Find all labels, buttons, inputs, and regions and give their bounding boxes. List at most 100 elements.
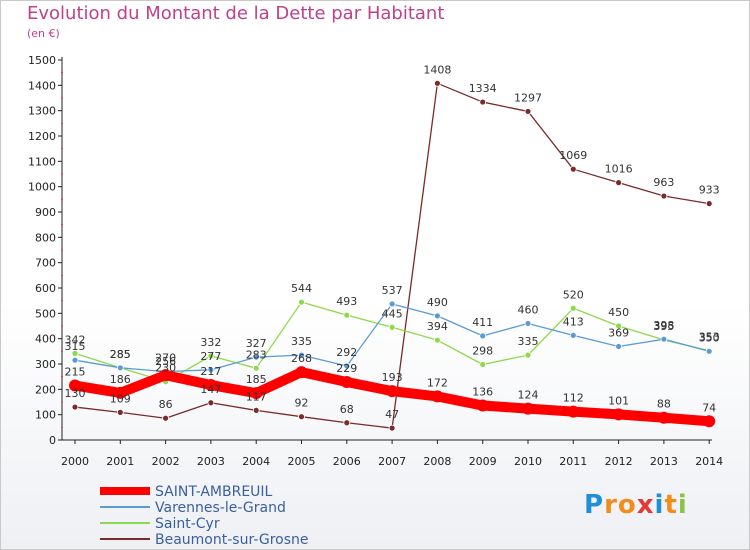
data-label: 193 (382, 371, 403, 384)
data-point (615, 322, 622, 330)
data-point (615, 179, 622, 187)
data-label: 1297 (514, 91, 542, 104)
y-minor-tick (61, 97, 63, 99)
proxiti-logo: Proxiti (584, 490, 688, 520)
data-label: 292 (336, 346, 357, 359)
data-point (433, 336, 441, 344)
data-label: 332 (200, 336, 221, 349)
y-tick-label: 1500 (28, 54, 56, 67)
data-label: 47 (385, 408, 399, 421)
data-label: 124 (518, 389, 539, 402)
data-point (71, 403, 79, 411)
data-label: 74 (702, 401, 716, 414)
data-label: 398 (653, 319, 674, 332)
y-tick-label: 1100 (28, 155, 56, 168)
data-label: 112 (563, 392, 584, 405)
data-label: 285 (110, 348, 131, 361)
data-point (433, 312, 441, 320)
y-minor-tick (61, 122, 63, 125)
y-tick-label: 100 (35, 409, 56, 422)
data-label: 342 (65, 333, 86, 346)
legend-label: Saint-Cyr (155, 516, 220, 532)
data-point (204, 379, 217, 392)
data-point (612, 408, 625, 421)
data-point (116, 408, 124, 416)
data-point (705, 347, 713, 355)
data-point (569, 304, 577, 312)
logo-letter: P (584, 490, 605, 520)
data-label: 369 (608, 327, 629, 340)
data-label: 963 (653, 176, 674, 189)
data-label: 520 (563, 288, 584, 301)
y-minor-tick (61, 401, 63, 403)
x-tick-label: 2001 (106, 455, 134, 468)
data-point (524, 351, 532, 359)
data-point (295, 366, 308, 379)
data-label: 411 (472, 316, 493, 329)
data-point (569, 331, 577, 339)
data-point (386, 385, 399, 398)
data-label: 537 (382, 284, 403, 297)
data-label: 270 (155, 352, 176, 365)
y-minor-tick (61, 71, 63, 74)
data-label: 68 (340, 403, 354, 416)
data-label: 185 (246, 373, 267, 386)
y-minor-tick (61, 375, 63, 378)
data-point (524, 320, 532, 327)
data-label: 445 (382, 307, 403, 320)
data-label: 490 (427, 296, 448, 309)
data-label: 544 (291, 282, 312, 295)
data-label: 283 (246, 348, 267, 361)
data-label: 186 (110, 373, 131, 386)
data-point (567, 405, 580, 418)
y-tick-label: 1200 (28, 130, 56, 143)
data-label: 395 (653, 320, 674, 333)
x-tick-label: 2014 (695, 455, 723, 468)
x-tick-label: 2000 (61, 455, 89, 468)
data-label: 1016 (605, 163, 633, 176)
data-point (252, 406, 260, 414)
data-point (476, 399, 489, 412)
data-point (69, 379, 81, 392)
data-point (114, 386, 127, 399)
data-point (524, 108, 532, 115)
data-label: 335 (518, 335, 539, 348)
data-point (433, 79, 441, 87)
chart-title: Evolution du Montant de la Dette par Hab… (27, 3, 445, 24)
data-label: 130 (65, 387, 86, 400)
data-label: 285 (110, 348, 131, 361)
legend-label: SAINT-AMBREUIL (155, 484, 273, 500)
logo-letter: r (604, 490, 618, 520)
y-minor-tick (61, 299, 63, 302)
y-tick-label: 1300 (28, 105, 56, 118)
data-label: 413 (563, 315, 584, 328)
data-label: 335 (291, 335, 312, 348)
y-tick-label: 1400 (28, 79, 56, 92)
data-label: 92 (295, 397, 309, 410)
y-tick-label: 500 (35, 307, 56, 320)
y-tick-label: 200 (35, 383, 56, 396)
data-label: 493 (336, 295, 357, 308)
data-point (479, 332, 487, 340)
y-minor-tick (61, 426, 63, 429)
y-tick-label: 900 (35, 206, 56, 219)
data-label: 215 (65, 366, 86, 379)
y-minor-tick (61, 325, 63, 327)
x-tick-label: 2009 (469, 455, 497, 468)
y-minor-tick (61, 350, 63, 353)
data-label: 109 (110, 392, 131, 405)
data-point (569, 165, 577, 173)
data-point (207, 399, 215, 407)
data-label: 117 (246, 390, 267, 403)
data-label: 933 (699, 184, 720, 197)
x-tick-label: 2010 (514, 455, 542, 468)
logo-letter: i (654, 490, 665, 520)
data-label: 394 (427, 320, 448, 333)
data-label: 230 (155, 362, 176, 375)
y-minor-tick (61, 147, 63, 150)
data-label: 327 (246, 337, 267, 350)
y-minor-tick (61, 274, 63, 277)
x-tick-label: 2012 (605, 455, 633, 468)
data-point (479, 98, 487, 106)
